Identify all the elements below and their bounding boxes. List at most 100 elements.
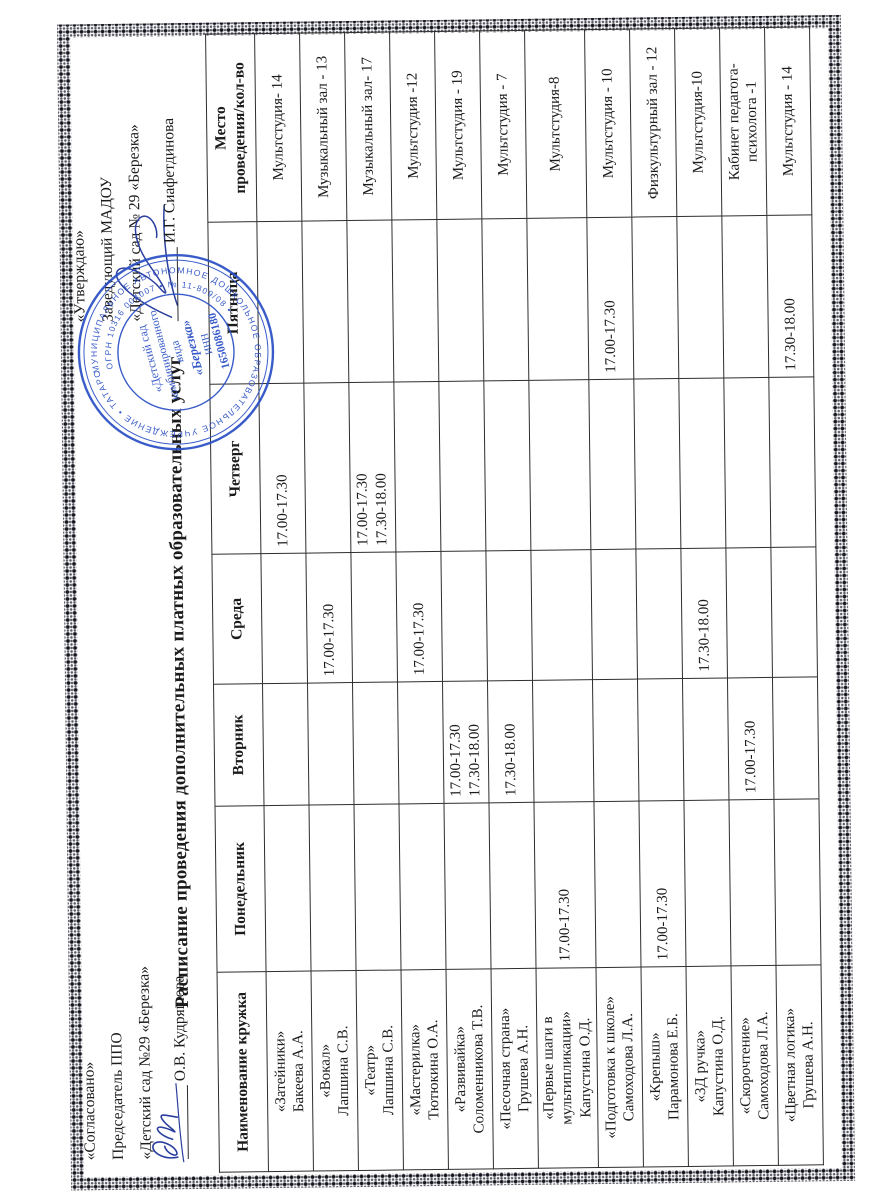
teacher-name: Тютюкина О.А. [425, 1019, 443, 1120]
time-tuesday [262, 683, 309, 806]
time-tuesday [772, 676, 819, 800]
place-cell: Мультстудия - 7 [479, 30, 527, 219]
approval-left-line2: Председатель ППО [108, 1032, 128, 1161]
time-friday [391, 219, 439, 382]
time-monday [443, 802, 492, 970]
time-tuesday [682, 677, 729, 801]
column-header-monday: Понедельник [215, 805, 267, 973]
teacher-name: Грушева А.Н. [800, 1021, 818, 1109]
club-name: «Первые шаги в мультипликации» [540, 1011, 576, 1125]
teacher-name: Самоходова Л.А. [754, 1011, 773, 1120]
column-header-wednesday: Среда [211, 553, 263, 685]
time-thursday [678, 377, 726, 549]
column-header-name: Наименование кружка [217, 971, 269, 1173]
time-monday [398, 803, 447, 970]
time-tuesday: 17.00-17.30 17.30-18.00 [442, 680, 489, 804]
time-friday [481, 218, 529, 381]
time-friday [301, 220, 349, 384]
time-tuesday [307, 682, 354, 806]
place-cell: Музыкальный зал - 13 [299, 32, 347, 222]
time-thursday [393, 381, 441, 552]
time-wednesday [770, 546, 818, 678]
time-wednesday [635, 548, 683, 680]
column-header-place: Место проведения/кол-во [205, 33, 257, 223]
time-thursday [483, 380, 531, 551]
time-monday [683, 799, 731, 967]
time-friday [346, 220, 394, 383]
time-thursday [528, 379, 591, 551]
time-monday [353, 803, 402, 971]
place-cell: Физкультурный зал - 12 [629, 28, 677, 218]
stamp-center-line5: ИНН [199, 332, 215, 356]
column-header-tuesday: Вторник [213, 683, 264, 807]
teacher-name: Бакеева А.А. [290, 1030, 308, 1113]
time-wednesday: 17.00-17.30 [395, 551, 443, 682]
time-wednesday [725, 547, 773, 678]
approval-left-line1: «Согласовано» [80, 1061, 99, 1161]
teacher-name: Соломенникова Т.В. [469, 1004, 488, 1134]
club-name: «Подготовка к школе» [601, 996, 620, 1139]
time-monday [308, 804, 357, 972]
time-friday: 17.30-18.00 [766, 214, 814, 378]
place-cell: Мультстудия- 14 [254, 33, 302, 222]
time-thursday [723, 377, 771, 548]
time-wednesday [530, 549, 593, 681]
time-tuesday [352, 681, 399, 805]
club-name: «Театр» [362, 1044, 379, 1096]
time-wednesday [590, 549, 638, 680]
time-wednesday [350, 551, 398, 683]
time-thursday [303, 382, 351, 554]
time-friday: 17.00-17.30 [586, 217, 634, 380]
place-cell: Мультстудия - 19 [434, 30, 482, 220]
time-thursday [768, 376, 816, 548]
time-monday: 17.00-17.30 [533, 801, 596, 969]
approver-name-right: И.Г. Сиафетдинова [159, 117, 179, 244]
teacher-name: Лапшина С.В. [335, 1025, 353, 1116]
place-cell: Мультстудия-8 [524, 29, 587, 219]
time-monday [773, 798, 821, 966]
place-cell: Музыкальный зал- 17 [344, 32, 392, 221]
stamp-center-line3: вида [169, 339, 186, 364]
time-wednesday: 17.00-17.30 [305, 552, 353, 684]
club-name: «Развивайка» [451, 1025, 469, 1113]
time-monday [728, 799, 776, 966]
club-name: «Вокал» [317, 1043, 334, 1098]
place-cell: Мультстудия - 14 [764, 26, 812, 216]
time-friday [436, 218, 484, 382]
schedule-table: Наименование кружка Понедельник Вторник … [205, 26, 824, 1173]
teacher-name: Грушева А.Н. [515, 1024, 533, 1113]
time-thursday [438, 380, 486, 552]
time-monday [593, 801, 641, 968]
time-wednesday [260, 553, 308, 684]
place-cell: Кабинет педагога-психолога -1 [719, 27, 767, 216]
time-tuesday: 17.00-17.30 [727, 677, 774, 800]
time-friday [631, 216, 679, 380]
time-tuesday [532, 679, 594, 803]
time-thursday: 17.00-17.30 17.30-18.00 [348, 381, 396, 553]
time-friday [526, 217, 589, 381]
time-tuesday [397, 681, 444, 804]
time-tuesday [637, 678, 684, 802]
club-name: «Песочная страна» [496, 1007, 515, 1130]
time-tuesday: 17.30-18.00 [487, 680, 534, 803]
time-friday [676, 215, 724, 379]
place-cell: Мультстудия - 10 [584, 29, 632, 218]
time-wednesday [440, 550, 488, 682]
time-monday [488, 802, 537, 969]
club-name: «Крепыш» [646, 1032, 664, 1102]
place-cell: Мультстудия -12 [389, 31, 437, 221]
approval-left-line3: «Детский сад №29 «Березка» [135, 965, 156, 1160]
time-friday [721, 215, 769, 378]
time-monday [263, 805, 312, 972]
club-name: «Скорочтение» [736, 1017, 754, 1115]
teacher-name: Капустина О.Д. [576, 1017, 594, 1118]
time-wednesday: 17.30-18.00 [680, 547, 728, 679]
teacher-name: Капустина О.Д. [709, 1015, 728, 1117]
club-name: «Мастерилка» [406, 1023, 425, 1116]
time-monday: 17.00-17.30 [638, 800, 686, 968]
club-name: «Цветная логика» [781, 1007, 800, 1123]
time-wednesday [485, 550, 533, 681]
club-name: «3Д ручка» [691, 1029, 709, 1103]
